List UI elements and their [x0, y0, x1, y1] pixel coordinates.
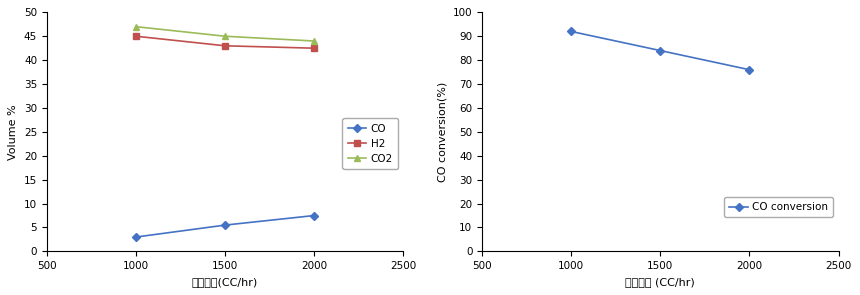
Line: CO conversion: CO conversion: [568, 29, 752, 73]
CO2: [131, 25, 141, 28]
H2: [309, 46, 319, 50]
CO conversion: [566, 30, 576, 33]
CO: [131, 235, 141, 239]
X-axis label: 유량변화(CC/hr): 유량변화(CC/hr): [192, 277, 258, 287]
H2: [131, 35, 141, 38]
Line: CO2: CO2: [132, 23, 317, 45]
Y-axis label: CO conversion(%): CO conversion(%): [437, 82, 447, 182]
CO: [220, 223, 230, 227]
CO2: [220, 35, 230, 38]
Line: CO: CO: [133, 213, 317, 240]
H2: [220, 44, 230, 47]
CO conversion: [655, 49, 666, 52]
CO conversion: [744, 68, 754, 71]
CO2: [309, 39, 319, 43]
Line: H2: H2: [133, 33, 317, 51]
X-axis label: 유량변화 (CC/hr): 유량변화 (CC/hr): [625, 277, 695, 287]
Legend: CO conversion: CO conversion: [724, 197, 833, 217]
Y-axis label: Volume %: Volume %: [9, 104, 18, 160]
CO: [309, 214, 319, 217]
Legend: CO, H2, CO2: CO, H2, CO2: [342, 118, 398, 169]
